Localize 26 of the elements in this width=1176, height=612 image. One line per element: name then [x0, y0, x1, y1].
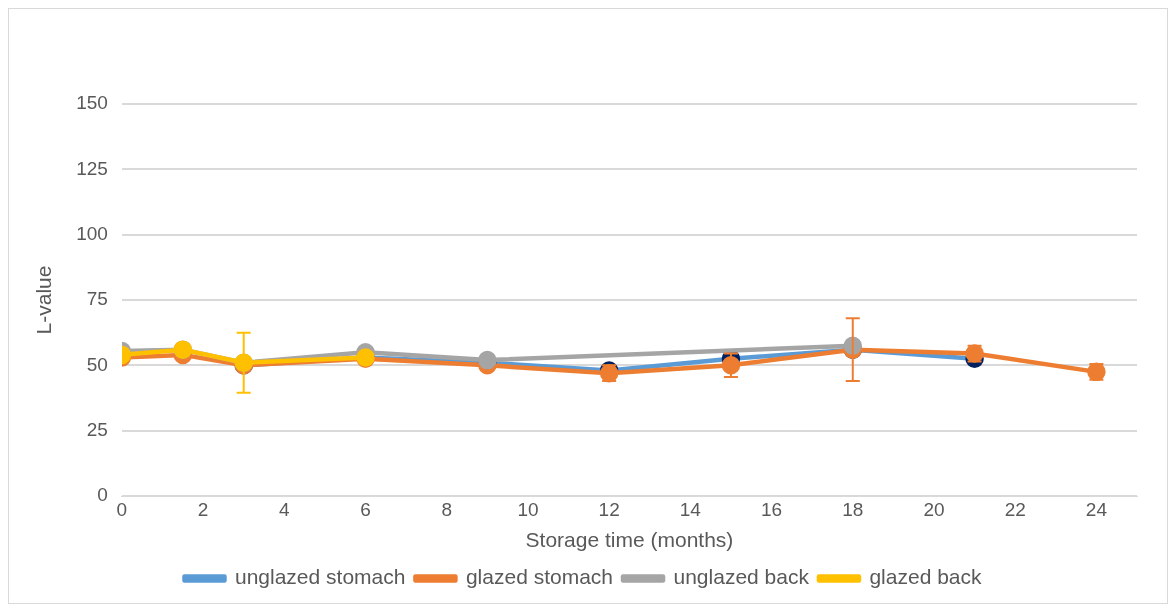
x-tick-label: 24 [1085, 498, 1108, 520]
x-axis-title: Storage time (months) [525, 528, 734, 552]
x-tick-label: 16 [760, 498, 783, 520]
x-tick-label: 8 [441, 498, 453, 520]
legend-label: unglazed back [673, 565, 810, 589]
x-tick-label: 10 [517, 498, 539, 520]
y-tick-label: 50 [86, 353, 108, 375]
x-tick-label: 4 [279, 498, 291, 520]
legend-label: glazed stomach [465, 565, 614, 589]
x-tick-label: 12 [598, 498, 620, 520]
x-tick-label: 6 [360, 498, 371, 520]
y-axis-title: L-value [32, 265, 56, 335]
y-tick-label: 125 [76, 157, 108, 179]
x-tick-label: 20 [923, 498, 945, 520]
y-tick-label: 75 [86, 288, 108, 310]
y-tick-label: 100 [76, 222, 108, 244]
x-tick-label: 2 [197, 498, 209, 520]
x-tick-label: 18 [842, 498, 864, 520]
x-tick-label: 14 [679, 498, 702, 520]
x-tick-label: 22 [1004, 498, 1026, 520]
x-tick-label: 0 [116, 498, 128, 520]
y-tick-label: 25 [86, 418, 108, 440]
y-tick-label: 0 [97, 484, 108, 506]
legend-label: glazed back [869, 565, 983, 589]
legend-label: unglazed stomach [234, 565, 406, 589]
y-tick-label: 150 [76, 92, 108, 114]
